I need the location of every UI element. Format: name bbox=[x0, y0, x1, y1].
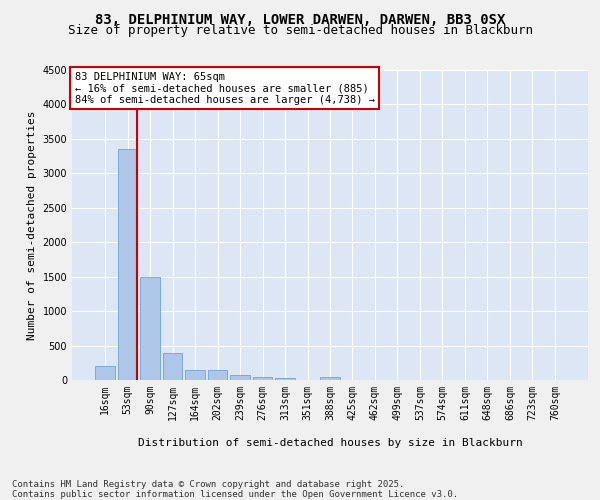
Bar bbox=[185, 370, 205, 380]
Bar bbox=[140, 276, 160, 380]
Text: 83 DELPHINIUM WAY: 65sqm
← 16% of semi-detached houses are smaller (885)
84% of : 83 DELPHINIUM WAY: 65sqm ← 16% of semi-d… bbox=[74, 72, 374, 105]
Text: 83, DELPHINIUM WAY, LOWER DARWEN, DARWEN, BB3 0SX: 83, DELPHINIUM WAY, LOWER DARWEN, DARWEN… bbox=[95, 12, 505, 26]
Bar bbox=[230, 375, 250, 380]
Bar bbox=[163, 353, 182, 380]
Text: Size of property relative to semi-detached houses in Blackburn: Size of property relative to semi-detach… bbox=[67, 24, 533, 37]
Bar bbox=[275, 378, 295, 380]
Bar bbox=[208, 370, 227, 380]
Bar bbox=[118, 148, 137, 380]
Text: Contains HM Land Registry data © Crown copyright and database right 2025.
Contai: Contains HM Land Registry data © Crown c… bbox=[12, 480, 458, 499]
Bar bbox=[253, 377, 272, 380]
Bar bbox=[95, 366, 115, 380]
Text: Distribution of semi-detached houses by size in Blackburn: Distribution of semi-detached houses by … bbox=[137, 438, 523, 448]
Bar bbox=[320, 377, 340, 380]
Y-axis label: Number of semi-detached properties: Number of semi-detached properties bbox=[27, 110, 37, 340]
